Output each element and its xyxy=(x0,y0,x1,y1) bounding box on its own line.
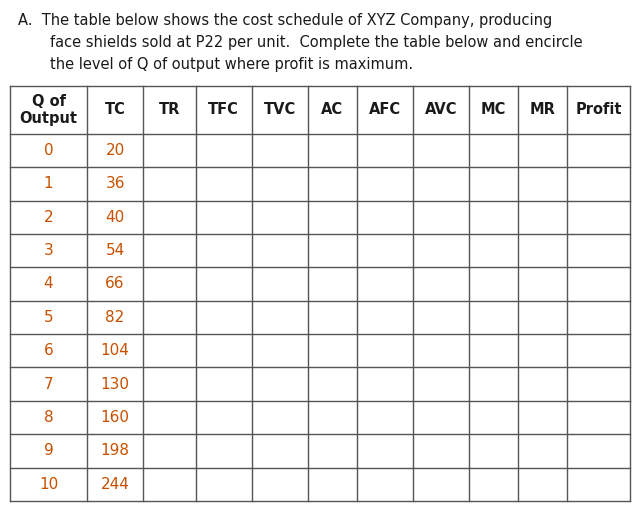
Text: 10: 10 xyxy=(39,477,58,492)
Text: TVC: TVC xyxy=(264,102,296,118)
Text: 2: 2 xyxy=(44,210,53,225)
Text: the level of Q of output where profit is maximum.: the level of Q of output where profit is… xyxy=(50,57,413,72)
Text: 6: 6 xyxy=(44,343,53,358)
Text: 0: 0 xyxy=(44,143,53,158)
Text: 82: 82 xyxy=(106,310,125,325)
Text: 54: 54 xyxy=(106,243,125,258)
Text: TC: TC xyxy=(105,102,125,118)
Text: AVC: AVC xyxy=(424,102,457,118)
Text: MR: MR xyxy=(529,102,556,118)
Text: 7: 7 xyxy=(44,377,53,391)
Text: Q of
Output: Q of Output xyxy=(20,94,77,126)
Text: 20: 20 xyxy=(106,143,125,158)
Text: face shields sold at P22 per unit.  Complete the table below and encircle: face shields sold at P22 per unit. Compl… xyxy=(50,35,582,50)
Text: 3: 3 xyxy=(44,243,53,258)
Text: A.  The table below shows the cost schedule of XYZ Company, producing: A. The table below shows the cost schedu… xyxy=(18,13,552,28)
Text: 198: 198 xyxy=(100,444,129,458)
Text: 9: 9 xyxy=(44,444,53,458)
Text: 8: 8 xyxy=(44,410,53,425)
Text: TFC: TFC xyxy=(208,102,239,118)
Text: MC: MC xyxy=(481,102,506,118)
Text: 36: 36 xyxy=(106,176,125,191)
Text: 244: 244 xyxy=(100,477,129,492)
Text: 40: 40 xyxy=(106,210,125,225)
Text: 1: 1 xyxy=(44,176,53,191)
Text: AFC: AFC xyxy=(369,102,401,118)
Text: 66: 66 xyxy=(106,276,125,291)
Text: 160: 160 xyxy=(100,410,129,425)
Text: 4: 4 xyxy=(44,276,53,291)
Text: 104: 104 xyxy=(100,343,129,358)
Text: 5: 5 xyxy=(44,310,53,325)
Text: TR: TR xyxy=(159,102,180,118)
Text: 130: 130 xyxy=(100,377,129,391)
Text: Profit: Profit xyxy=(575,102,621,118)
Text: AC: AC xyxy=(321,102,343,118)
